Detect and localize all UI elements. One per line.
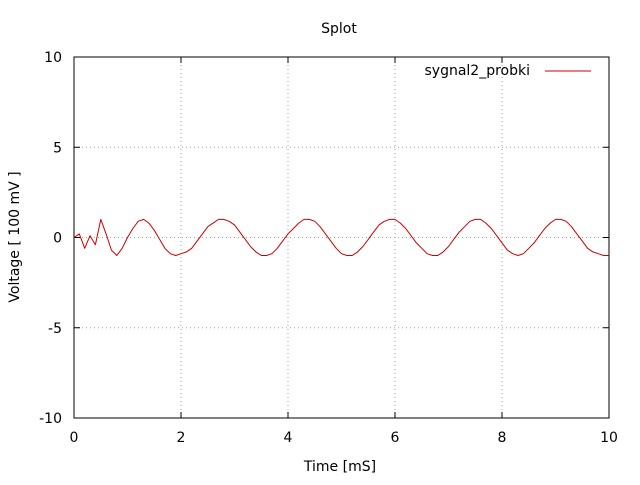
x-tick-label: 0 [70, 430, 79, 446]
y-tick-label: -10 [39, 411, 62, 427]
x-tick-label: 10 [600, 430, 618, 446]
y-tick-label: 0 [53, 231, 62, 247]
legend-label: sygnal2_probki [425, 63, 531, 79]
y-tick-label: -5 [48, 321, 62, 337]
series-line-sygnal2_probki [73, 218, 609, 256]
chart-title: Splot [321, 21, 357, 37]
grid [74, 57, 609, 418]
series-group [73, 218, 609, 256]
x-tick-label: 8 [498, 430, 507, 446]
x-tick-label: 2 [177, 430, 186, 446]
y-axis-label: Voltage [ 100 mV ] [7, 171, 23, 302]
y-tick-label: 10 [44, 50, 62, 66]
x-tick-label: 6 [391, 430, 400, 446]
x-axis-label: Time [mS] [303, 459, 376, 475]
legend: sygnal2_probki [425, 63, 591, 79]
x-tick-label: 4 [284, 430, 293, 446]
y-tick-label: 5 [53, 140, 62, 156]
